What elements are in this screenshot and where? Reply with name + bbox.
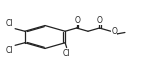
Text: Cl: Cl	[63, 49, 70, 58]
Text: O: O	[74, 16, 80, 25]
Text: Cl: Cl	[5, 19, 13, 28]
Text: Cl: Cl	[5, 46, 13, 55]
Text: O: O	[111, 27, 117, 36]
Text: O: O	[97, 16, 103, 25]
